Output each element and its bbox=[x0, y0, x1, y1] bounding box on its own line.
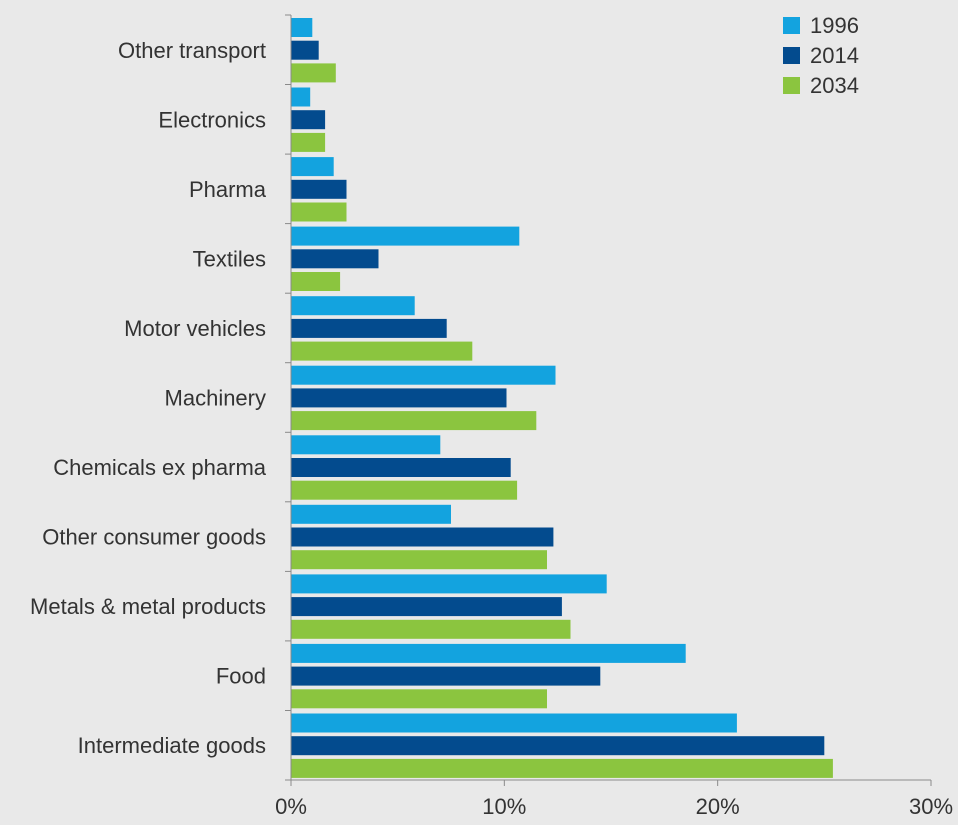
legend-label: 2034 bbox=[810, 73, 859, 98]
bar-2014 bbox=[291, 179, 347, 199]
bar-group bbox=[291, 18, 336, 83]
category-label: Textiles bbox=[193, 246, 266, 271]
bar-2034 bbox=[291, 63, 336, 83]
bar-group bbox=[291, 296, 473, 361]
bar-2034 bbox=[291, 550, 547, 570]
category-label: Intermediate goods bbox=[78, 733, 266, 758]
x-tick-label: 30% bbox=[909, 794, 953, 819]
legend-swatch bbox=[783, 77, 800, 94]
category-label: Chemicals ex pharma bbox=[53, 455, 267, 480]
category-label: Motor vehicles bbox=[124, 316, 266, 341]
bars-layer bbox=[291, 18, 833, 778]
bar-2014 bbox=[291, 40, 319, 60]
x-tick-label: 20% bbox=[696, 794, 740, 819]
bar-2014 bbox=[291, 388, 507, 408]
bar-group bbox=[291, 504, 554, 570]
bar-1996 bbox=[291, 296, 415, 316]
category-label: Machinery bbox=[165, 386, 266, 411]
bar-1996 bbox=[291, 365, 556, 385]
bar-1996 bbox=[291, 713, 737, 733]
bar-2014 bbox=[291, 736, 825, 756]
bar-1996 bbox=[291, 18, 313, 37]
bar-2014 bbox=[291, 527, 554, 547]
legend-item: 2014 bbox=[783, 43, 859, 68]
bar-group bbox=[291, 643, 686, 709]
bar-2034 bbox=[291, 341, 473, 361]
bar-1996 bbox=[291, 435, 441, 455]
bar-group bbox=[291, 87, 326, 152]
legend-swatch bbox=[783, 17, 800, 34]
bar-2014 bbox=[291, 249, 379, 269]
bar-group bbox=[291, 713, 833, 778]
bar-2014 bbox=[291, 597, 562, 617]
legend-item: 1996 bbox=[783, 13, 859, 38]
legend-label: 1996 bbox=[810, 13, 859, 38]
bar-2014 bbox=[291, 110, 326, 130]
bar-1996 bbox=[291, 504, 451, 524]
bar-2034 bbox=[291, 132, 326, 152]
bar-2034 bbox=[291, 480, 518, 500]
bar-2034 bbox=[291, 619, 571, 639]
bar-group bbox=[291, 157, 347, 222]
bar-2034 bbox=[291, 272, 341, 291]
category-label: Other transport bbox=[118, 38, 266, 63]
bar-2014 bbox=[291, 666, 601, 686]
bar-2034 bbox=[291, 411, 537, 431]
bar-group bbox=[291, 574, 607, 639]
category-label: Electronics bbox=[158, 107, 266, 132]
bar-1996 bbox=[291, 574, 607, 594]
bar-group bbox=[291, 365, 556, 431]
axes: Other transport Electronics Pharma Textiles… bbox=[30, 14, 953, 819]
bar-1996 bbox=[291, 643, 686, 663]
bar-group bbox=[291, 226, 520, 291]
bar-2034 bbox=[291, 689, 547, 709]
bar-2034 bbox=[291, 758, 833, 778]
bar-1996 bbox=[291, 87, 311, 107]
x-tick-label: 0% bbox=[275, 794, 307, 819]
category-label: Other consumer goods bbox=[42, 525, 266, 550]
x-tick-label: 10% bbox=[482, 794, 526, 819]
category-label: Pharma bbox=[189, 177, 267, 202]
bar-2034 bbox=[291, 202, 347, 222]
bar-1996 bbox=[291, 157, 334, 177]
category-label: Food bbox=[216, 664, 266, 689]
legend-label: 2014 bbox=[810, 43, 859, 68]
category-label: Metals & metal products bbox=[30, 594, 266, 619]
legend: 1996 2014 2034 bbox=[783, 13, 859, 98]
bar-2014 bbox=[291, 458, 511, 477]
bar-group bbox=[291, 435, 518, 500]
bar-1996 bbox=[291, 226, 520, 246]
bar-2014 bbox=[291, 318, 447, 338]
legend-item: 2034 bbox=[783, 73, 859, 98]
legend-swatch bbox=[783, 47, 800, 64]
